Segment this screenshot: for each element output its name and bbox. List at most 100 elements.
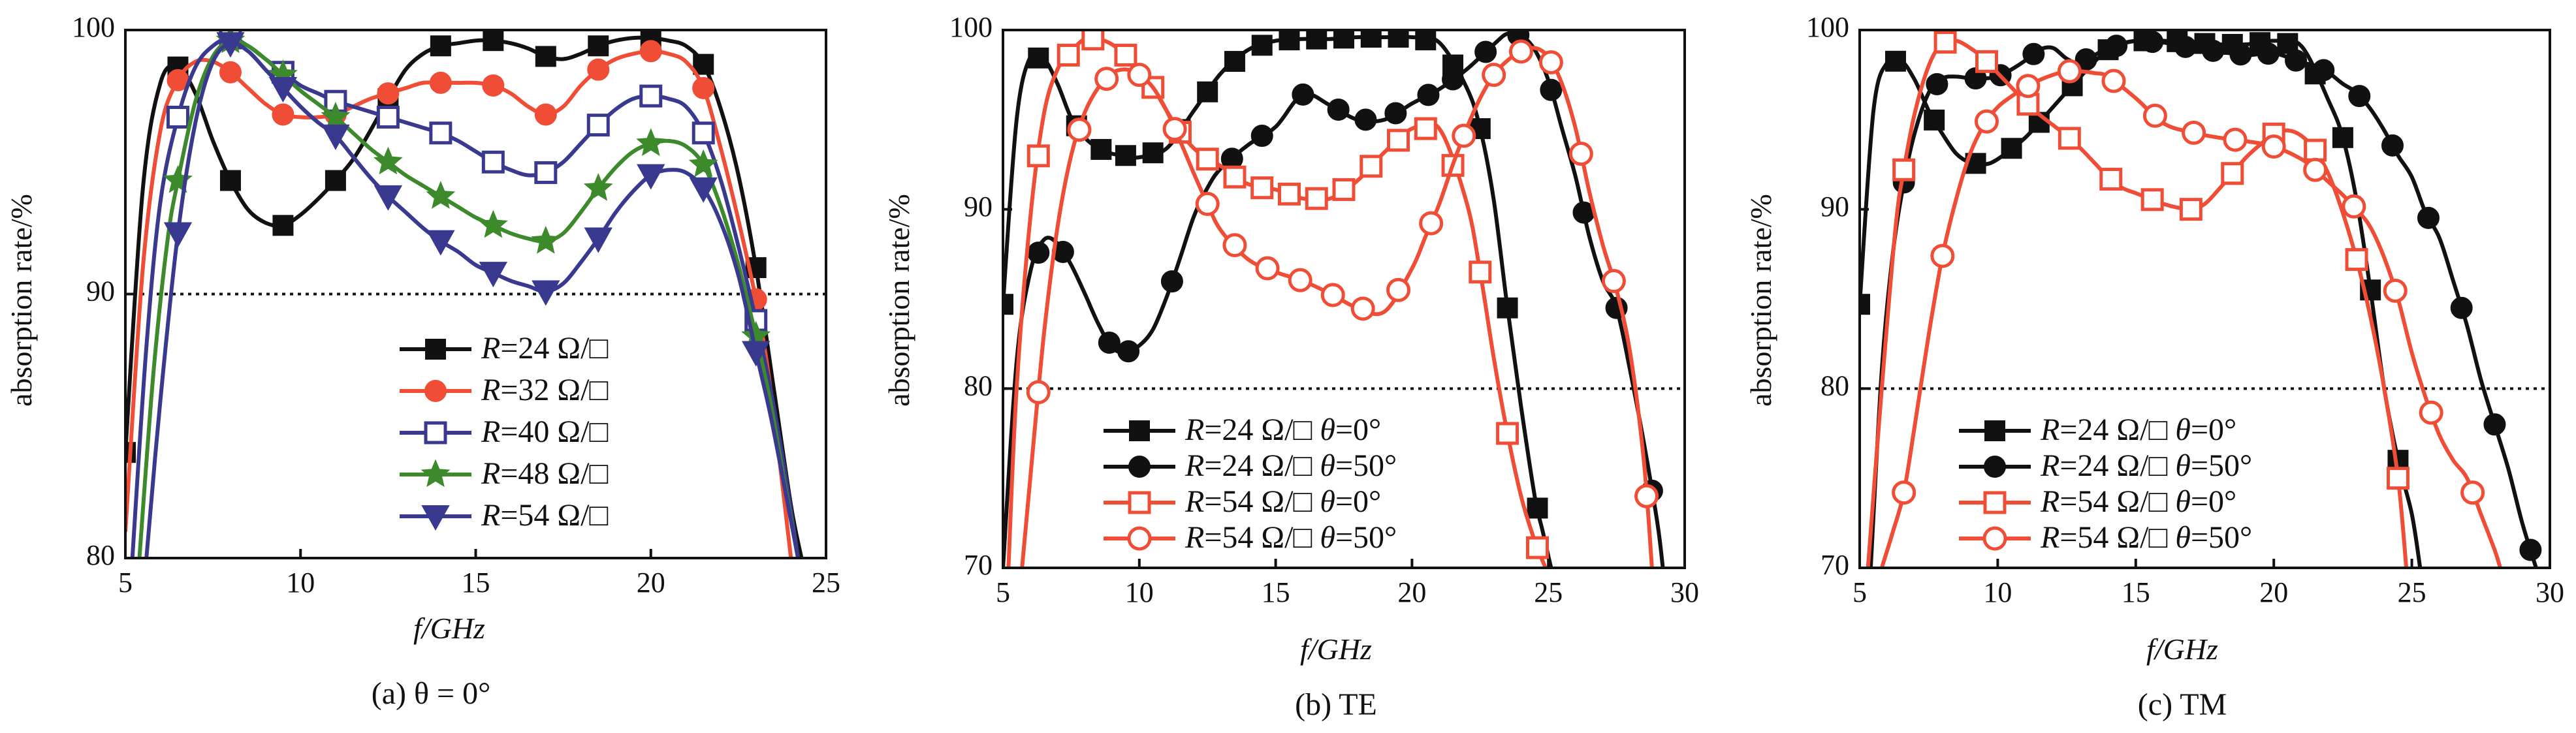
data-point — [1288, 268, 1312, 292]
data-point — [1127, 63, 1152, 87]
x-tick-label: 20 — [1397, 576, 1426, 608]
data-point — [2303, 157, 2328, 182]
data-point — [588, 35, 609, 57]
legend-marker — [1984, 420, 2005, 441]
data-point — [1003, 294, 1013, 315]
data-point — [1333, 30, 1354, 49]
legend-marker — [425, 339, 446, 360]
data-point — [268, 76, 298, 103]
data-point — [2057, 59, 2082, 84]
data-point — [1027, 242, 1050, 264]
series-line-r-54-0 — [1866, 37, 2409, 568]
x-tick-label: 20 — [637, 567, 665, 599]
data-point — [1933, 31, 1957, 54]
legend-label: R=24 Ω/□ θ=0° — [1185, 413, 1381, 447]
data-point — [1924, 109, 1945, 131]
plot-frame — [1002, 29, 1686, 569]
data-point — [2016, 74, 2041, 99]
legend-marker — [421, 505, 450, 531]
data-point — [1417, 84, 1440, 106]
legend-item: R=24 Ω/□ θ=0° — [1104, 413, 1381, 447]
data-point — [1026, 380, 1051, 405]
legend-item: R=40 Ω/□ — [400, 414, 608, 449]
y-tick-label: 80 — [1821, 369, 1849, 401]
data-point — [2257, 42, 2280, 65]
data-point — [2460, 480, 2485, 505]
data-point — [216, 32, 245, 58]
x-tick-label: 15 — [2122, 576, 2150, 608]
data-point — [1057, 43, 1080, 67]
data-point — [1332, 178, 1356, 201]
data-point — [534, 103, 557, 126]
data-point — [478, 210, 508, 238]
data-point — [1930, 243, 1955, 268]
data-point — [1525, 536, 1549, 559]
data-point — [2383, 278, 2408, 303]
data-point — [2174, 35, 2197, 58]
data-point — [1277, 182, 1301, 206]
panel-b: 5 10 15 20 25 30 70 80 90 100 f/GHz absorption ra… — [882, 11, 1699, 722]
data-point — [376, 105, 400, 129]
data-point — [1115, 145, 1136, 166]
data-point — [1892, 480, 1916, 505]
data-point — [2202, 39, 2225, 62]
data-point — [2261, 134, 2286, 159]
data-point — [1354, 108, 1377, 131]
x-tick-label: 30 — [2536, 576, 2564, 608]
data-point — [1098, 332, 1121, 354]
data-point — [2519, 538, 2542, 561]
x-tick-label: 5 — [1852, 576, 1867, 608]
data-point — [2140, 188, 2164, 211]
data-point — [219, 61, 242, 84]
data-point — [692, 121, 715, 145]
data-point — [1350, 296, 1375, 321]
y-tick-label: 70 — [964, 549, 993, 581]
y-tick-label: 100 — [949, 11, 993, 43]
data-point — [2312, 59, 2335, 82]
series-line-r-24 — [125, 35, 804, 558]
legend-label: R=40 Ω/□ — [481, 414, 608, 449]
data-point — [1497, 297, 1518, 319]
data-point — [1160, 270, 1183, 293]
x-tick-label: 20 — [2259, 576, 2288, 608]
data-point — [1162, 117, 1187, 142]
data-point — [2141, 31, 2164, 54]
data-point — [636, 128, 666, 157]
data-point — [1360, 155, 1383, 178]
legend-label: R=54 Ω/□ θ=0° — [1185, 484, 1381, 519]
data-point — [1094, 67, 1119, 91]
data-point — [534, 161, 558, 184]
data-point — [377, 82, 400, 105]
data-point — [1414, 117, 1437, 140]
data-point — [1538, 50, 1563, 74]
data-point — [692, 76, 715, 99]
data-point — [586, 114, 610, 137]
data-point — [1884, 50, 1906, 72]
data-point — [1388, 30, 1409, 48]
y-axis-label: absorption rate/% — [5, 194, 38, 407]
legend: R=24 Ω/□ R=32 Ω/□ R=40 Ω/□ R=48 Ω/□ R=54 Ω/□ — [400, 331, 608, 533]
data-point — [1508, 39, 1533, 64]
data-point — [2221, 162, 2244, 185]
data-point — [1067, 117, 1092, 142]
data-point — [321, 101, 351, 130]
data-point — [1223, 165, 1247, 189]
panel-caption: (c) TM — [2138, 687, 2227, 722]
x-tick-label: 30 — [1670, 576, 1699, 608]
data-point — [429, 71, 452, 94]
data-point — [1251, 35, 1273, 56]
data-point — [583, 173, 613, 201]
data-point — [1926, 72, 1948, 95]
x-tick-label: 25 — [2398, 576, 2426, 608]
data-point — [1384, 102, 1407, 125]
data-point — [481, 150, 505, 174]
data-point — [2179, 198, 2202, 221]
x-axis-label: f/GHz — [1300, 632, 1372, 666]
data-point — [1474, 40, 1497, 63]
data-point — [272, 215, 294, 236]
data-point — [374, 185, 403, 211]
legend-marker — [1983, 491, 2007, 514]
data-point — [1386, 277, 1411, 302]
x-tick-label: 10 — [286, 567, 315, 599]
data-point — [2419, 400, 2443, 425]
